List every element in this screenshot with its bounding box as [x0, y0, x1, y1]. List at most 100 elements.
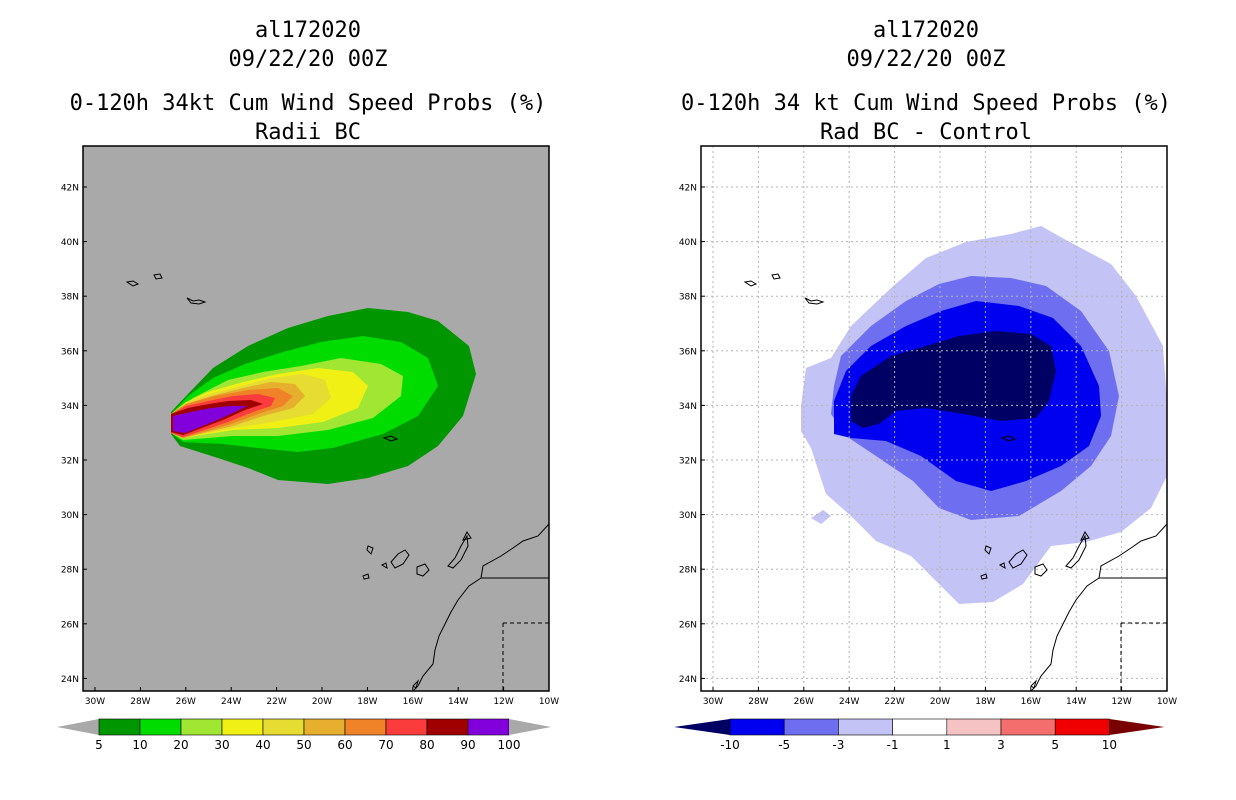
lat-label: 24N	[679, 675, 697, 685]
azores-east-island	[186, 297, 207, 305]
lon-label: 18W	[975, 697, 995, 707]
canary-island-7	[362, 573, 370, 580]
canary-island-6	[1080, 531, 1090, 541]
right-lat-axis: 42N 40N 38N 36N 34N 32N 30N 28N 26N 24N	[679, 184, 705, 685]
africa-coast	[1030, 523, 1168, 692]
lat-label: 30N	[679, 511, 697, 521]
colorbar-label: 30	[214, 738, 229, 752]
lon-label: 20W	[930, 697, 950, 707]
madeira-island	[382, 435, 399, 442]
lat-label: 26N	[679, 620, 697, 630]
lon-label: 28W	[130, 697, 150, 707]
left-lat-axis: 42N 40N 38N 36N 34N 32N 30N 28N 26N 24N	[61, 184, 87, 685]
lon-label: 20W	[312, 697, 332, 707]
colorbar-box	[426, 718, 469, 736]
colorbar-label: 5	[95, 738, 103, 752]
colorbar-over-triangle	[1109, 719, 1165, 735]
right-title-product: 0-120h 34 kt Cum Wind Speed Probs (%)	[680, 91, 1172, 116]
right-coastlines	[743, 273, 1168, 692]
lat-label: 36N	[61, 347, 79, 357]
colorbar-box	[783, 718, 839, 736]
canary-island-2	[998, 562, 1006, 570]
left-coastlines	[125, 273, 550, 692]
canary-island-2	[380, 562, 388, 570]
left-title-storm: al172020	[255, 18, 361, 43]
africa-coast	[412, 523, 550, 692]
lon-label: 26W	[176, 697, 196, 707]
right-contour-minus10	[851, 331, 1056, 428]
colorbar-label: 3	[997, 738, 1005, 752]
lat-label: 28N	[61, 566, 79, 576]
lat-label: 40N	[61, 238, 79, 248]
azores-east-island	[804, 297, 825, 305]
lat-label: 36N	[679, 347, 697, 357]
left-contour-90	[173, 406, 247, 433]
colorbar-label: 60	[337, 738, 352, 752]
lat-label: 42N	[679, 184, 697, 194]
lat-label: 32N	[679, 457, 697, 467]
azores-central-island	[153, 273, 163, 280]
lat-label: 32N	[61, 457, 79, 467]
lat-label: 34N	[679, 402, 697, 412]
colorbar-label: -1	[887, 738, 899, 752]
lon-label: 26W	[794, 697, 814, 707]
left-map-frame	[82, 145, 550, 692]
lat-label: 34N	[61, 402, 79, 412]
africa-coast-islet	[1030, 679, 1038, 689]
colorbar-label: 10	[132, 738, 147, 752]
right-map: 42N 40N 38N 36N 34N 32N 30N 28N 26N 24N 30W 28W 26W…	[679, 145, 1177, 707]
colorbar-label: 90	[460, 738, 475, 752]
lat-label: 42N	[61, 184, 79, 194]
left-title-experiment: Radii BC	[255, 120, 361, 145]
canary-island-5	[447, 534, 469, 569]
lon-label: 10W	[1157, 697, 1177, 707]
right-colorbar: -10 -5 -3 -1 1 3 5 10	[674, 718, 1165, 752]
lat-label: 40N	[679, 238, 697, 248]
colorbar-box	[385, 718, 428, 736]
lat-label: 24N	[61, 675, 79, 685]
left-colorbar: 5 10 20 30 40 50 60 70 80 90 100	[57, 718, 551, 752]
colorbar-label: 40	[255, 738, 270, 752]
lat-label: 28N	[679, 566, 697, 576]
colorbar-box	[729, 718, 785, 736]
lat-label: 38N	[679, 293, 697, 303]
colorbar-box	[344, 718, 387, 736]
canary-island-7	[980, 573, 988, 580]
colorbar-label: 100	[498, 738, 521, 752]
canary-island-5	[1065, 534, 1087, 569]
canary-island-3	[390, 549, 410, 569]
madeira-island	[1000, 435, 1017, 442]
canary-island-3	[1008, 549, 1028, 569]
canary-island-4	[1034, 563, 1048, 577]
colorbar-box	[946, 718, 1002, 736]
lat-label: 30N	[61, 511, 79, 521]
colorbar-under-triangle	[57, 719, 99, 735]
right-contour-minus3-islet	[811, 510, 831, 524]
azores-central-island	[771, 273, 781, 280]
colorbar-label: 1	[943, 738, 951, 752]
colorbar-box	[303, 718, 346, 736]
colorbar-box	[467, 718, 510, 736]
right-title-storm: al172020	[873, 18, 979, 43]
colorbar-label: 10	[1102, 738, 1117, 752]
colorbar-label: -3	[832, 738, 844, 752]
colorbar-label: 20	[173, 738, 188, 752]
right-title-date: 09/22/20 00Z	[846, 47, 1006, 72]
left-title-date: 09/22/20 00Z	[228, 47, 388, 72]
lon-label: 22W	[266, 697, 286, 707]
azores-west-island	[743, 280, 758, 287]
lon-label: 16W	[1021, 697, 1041, 707]
lon-label: 12W	[1111, 697, 1131, 707]
canary-island-6	[462, 531, 472, 541]
colorbar-box	[1000, 718, 1056, 736]
azores-west-island	[125, 280, 140, 287]
right-lon-axis: 30W 28W 26W 24W 22W 20W 18W 16W 14W 12W 10W	[703, 687, 1177, 707]
colorbar-box	[98, 718, 141, 736]
lon-label: 18W	[357, 697, 377, 707]
colorbar-box	[262, 718, 305, 736]
colorbar-under-triangle	[674, 719, 730, 735]
colorbar-label: 50	[296, 738, 311, 752]
colorbar-label: -10	[720, 738, 740, 752]
lon-label: 22W	[884, 697, 904, 707]
colorbar-box	[221, 718, 264, 736]
